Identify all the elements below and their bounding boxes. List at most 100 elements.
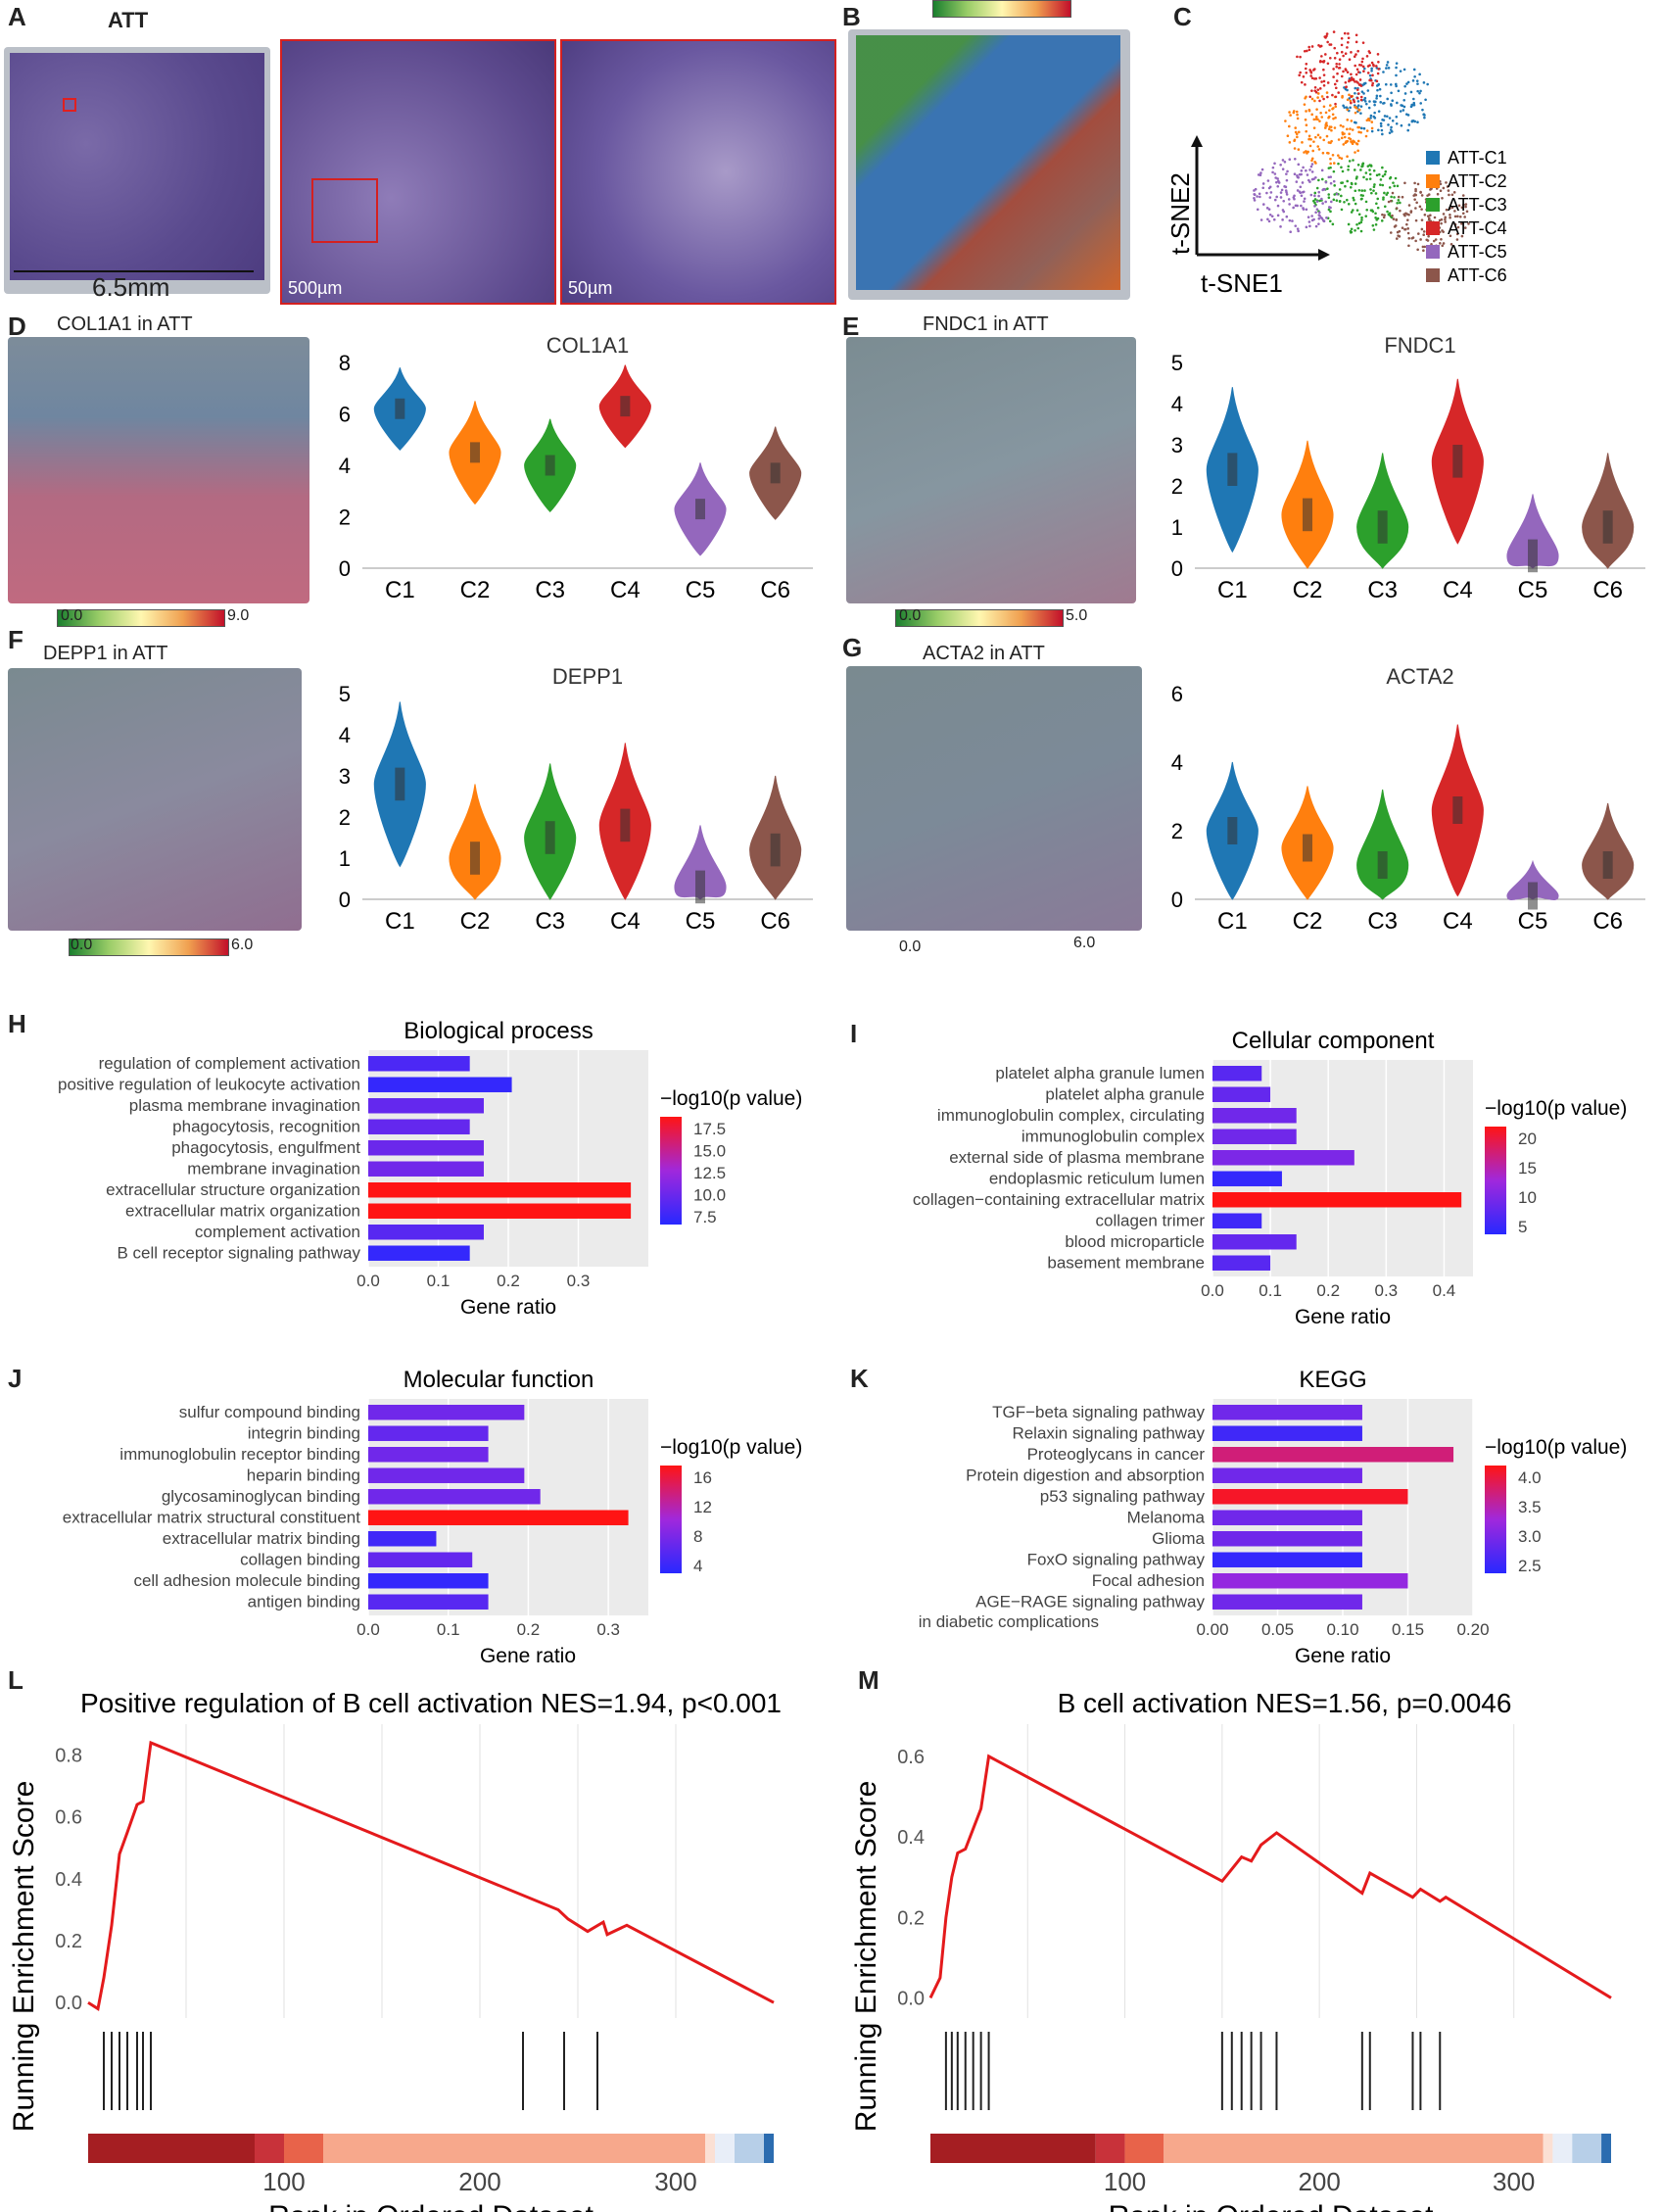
tsne-point bbox=[1329, 166, 1332, 169]
gsea-ytick: 0.2 bbox=[55, 1931, 82, 1952]
tsne-point bbox=[1404, 113, 1408, 116]
tsne-point bbox=[1422, 233, 1425, 236]
tsne-point bbox=[1253, 196, 1256, 200]
tsne-point bbox=[1337, 138, 1341, 141]
tsne-point bbox=[1259, 171, 1262, 174]
tsne-point bbox=[1320, 197, 1323, 201]
violin-ytick: 8 bbox=[339, 351, 351, 375]
tsne-point bbox=[1400, 104, 1402, 107]
tsne-point bbox=[1368, 64, 1371, 67]
tsne-point bbox=[1384, 169, 1388, 173]
tsne-point bbox=[1386, 210, 1389, 214]
tsne-point bbox=[1313, 89, 1317, 92]
tsne-point bbox=[1327, 193, 1331, 196]
bar-category-label: p53 signaling pathway bbox=[1040, 1487, 1206, 1506]
tsne-point bbox=[1306, 173, 1309, 176]
tsne-point bbox=[1353, 55, 1356, 59]
tsne-point bbox=[1305, 150, 1307, 153]
tsne-point bbox=[1348, 132, 1351, 136]
gsea-plot-L: Positive regulation of B cell activation… bbox=[8, 1688, 782, 2212]
tsne-point bbox=[1310, 113, 1314, 117]
violin-ytick: 0 bbox=[339, 888, 351, 912]
tsne-point bbox=[1262, 203, 1265, 206]
tsne-point bbox=[1354, 64, 1356, 68]
violin-ytick: 5 bbox=[1171, 351, 1183, 375]
tsne-point bbox=[1277, 181, 1281, 184]
bar-category-label: antigen binding bbox=[248, 1592, 360, 1611]
tsne-point bbox=[1413, 198, 1416, 201]
tsne-point bbox=[1403, 181, 1406, 185]
violin-box bbox=[1377, 510, 1388, 544]
tsne-point bbox=[1307, 220, 1311, 223]
bar-category-label: immunoglobulin receptor binding bbox=[119, 1445, 360, 1464]
tsne-point bbox=[1464, 205, 1467, 209]
tsne-point bbox=[1394, 176, 1398, 180]
tsne-point bbox=[1375, 94, 1379, 98]
bar-category-label: Focal adhesion bbox=[1092, 1571, 1205, 1590]
tsne-point bbox=[1253, 193, 1257, 197]
tsne-point bbox=[1329, 175, 1333, 178]
tsne-point bbox=[1378, 183, 1382, 186]
bar-category-label: external side of plasma membrane bbox=[949, 1148, 1205, 1167]
tsne-point bbox=[1387, 67, 1391, 70]
tsne-point bbox=[1396, 230, 1400, 234]
tsne-point bbox=[1382, 198, 1385, 201]
tsne-point bbox=[1325, 32, 1329, 35]
tsne-point bbox=[1328, 219, 1332, 223]
tsne-point bbox=[1440, 221, 1443, 225]
tsne-point bbox=[1307, 45, 1310, 49]
tsne-point bbox=[1375, 79, 1379, 83]
gsea-rank-segment bbox=[705, 2134, 715, 2163]
tsne-point bbox=[1331, 153, 1335, 157]
bar-legend-colorbar bbox=[660, 1466, 682, 1573]
bar-xlabel: Gene ratio bbox=[1295, 1306, 1391, 1328]
tsne-point bbox=[1281, 159, 1285, 162]
tsne-point bbox=[1374, 216, 1377, 219]
tsne-point bbox=[1363, 189, 1366, 192]
bar-xtick: 0.0 bbox=[356, 1620, 380, 1639]
tsne-point bbox=[1310, 157, 1314, 161]
panel-label-F: F bbox=[8, 625, 24, 654]
bar bbox=[368, 1245, 470, 1261]
tsne-xlabel: t-SNE1 bbox=[1201, 268, 1283, 298]
violin-ytick: 4 bbox=[1171, 392, 1183, 416]
tsne-point bbox=[1314, 77, 1318, 80]
tsne-point bbox=[1359, 229, 1363, 233]
violin-ytick: 1 bbox=[339, 846, 351, 871]
panel-label-J: J bbox=[8, 1364, 23, 1393]
tsne-point bbox=[1375, 173, 1379, 177]
tsne-point bbox=[1287, 198, 1291, 201]
violin-title: FNDC1 bbox=[1384, 333, 1455, 358]
tsne-point bbox=[1406, 80, 1410, 84]
gsea-ylabel: Running Enrichment Score bbox=[850, 1781, 882, 2133]
tsne-point bbox=[1292, 111, 1296, 115]
gsea-xtick: 200 bbox=[1298, 2167, 1340, 2196]
tsne-point bbox=[1296, 175, 1300, 179]
tsne-point bbox=[1407, 236, 1411, 240]
tsne-point bbox=[1405, 222, 1408, 226]
bar bbox=[368, 1405, 525, 1420]
tsne-point bbox=[1379, 178, 1383, 181]
gsea-title: B cell activation NES=1.56, p=0.0046 bbox=[1058, 1688, 1512, 1718]
tsne-point bbox=[1375, 202, 1378, 206]
tsne-point bbox=[1329, 200, 1333, 204]
tsne-point bbox=[1259, 218, 1263, 221]
tsne-point bbox=[1356, 49, 1359, 53]
tsne-point bbox=[1328, 104, 1332, 107]
bar bbox=[368, 1510, 629, 1525]
tsne-point bbox=[1308, 224, 1311, 228]
tsne-point bbox=[1318, 76, 1321, 79]
legend-label: ATT-C6 bbox=[1448, 265, 1507, 285]
gsea-rank-segment bbox=[284, 2134, 323, 2163]
bar-category-label-cont: in diabetic complications bbox=[919, 1612, 1099, 1631]
bar-legend-tick: 8 bbox=[693, 1527, 702, 1546]
bar-category-label: phagocytosis, recognition bbox=[172, 1117, 360, 1135]
tsne-point bbox=[1300, 194, 1304, 198]
gsea-rank-segment bbox=[1095, 2134, 1125, 2163]
tsne-point bbox=[1315, 186, 1319, 190]
tsne-point bbox=[1314, 115, 1318, 119]
tsne-point bbox=[1384, 82, 1388, 86]
panel-label-D: D bbox=[8, 312, 26, 341]
tsne-point bbox=[1410, 103, 1413, 107]
bar-title: Molecular function bbox=[404, 1367, 594, 1393]
